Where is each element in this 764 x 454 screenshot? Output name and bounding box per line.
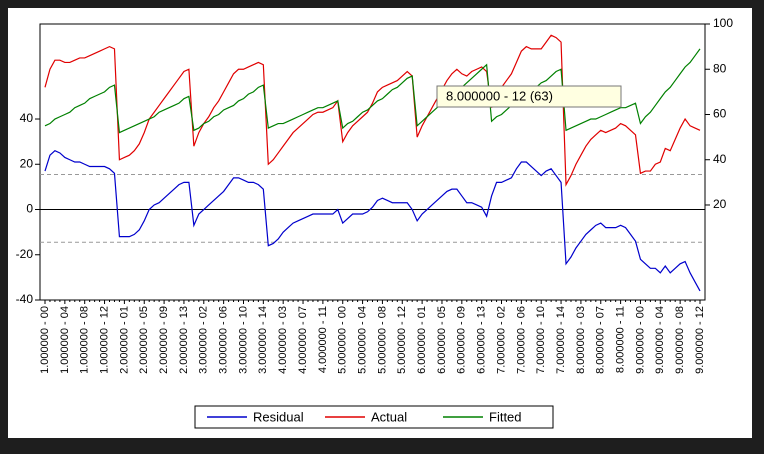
y-tick-label: 40 (20, 111, 34, 125)
x-tick-label: 2.000000 - 01 (118, 306, 130, 374)
x-tick-label: 9.000000 - 00 (634, 306, 646, 374)
x-tick-label: 6.000000 - 05 (436, 306, 448, 374)
series-line (44, 34, 701, 187)
y2-tick-label: 100 (713, 16, 733, 30)
x-tick-label: 9.000000 - 12 (694, 306, 706, 374)
x-tick-label: 7.000000 - 14 (555, 306, 567, 374)
x-tick-label: 4.000000 - 03 (277, 306, 289, 374)
x-tick-label: 5.000000 - 12 (396, 306, 408, 374)
x-tick-label: 1.000000 - 08 (79, 306, 91, 374)
x-tick-label: 7.000000 - 06 (515, 306, 527, 374)
x-tick-label: 1.000000 - 12 (98, 306, 110, 374)
y-tick-label: 20 (20, 156, 34, 170)
y2-tick-label: 60 (713, 107, 727, 121)
x-tick-label: 8.000000 - 11 (615, 306, 627, 373)
x-tick-label: 2.000000 - 13 (178, 306, 190, 374)
x-tick-label: 4.000000 - 07 (297, 306, 309, 374)
x-tick-label: 7.000000 - 10 (535, 306, 547, 374)
x-tick-label: 2.000000 - 05 (138, 306, 150, 374)
y2-tick-label: 80 (713, 61, 727, 75)
legend-label: Actual (371, 409, 407, 424)
tooltip-box (436, 85, 622, 108)
series-line (44, 48, 701, 134)
x-tick-label: 6.000000 - 09 (456, 306, 468, 374)
x-tick-label: 3.000000 - 14 (257, 306, 269, 374)
x-tick-label: 4.000000 - 11 (317, 306, 329, 373)
y2-tick-label: 20 (713, 197, 727, 211)
y-tick-label: 0 (26, 202, 33, 216)
legend-label: Fitted (489, 409, 522, 424)
x-tick-label: 1.000000 - 00 (39, 306, 51, 374)
x-tick-label: 2.000000 - 09 (158, 306, 170, 374)
y-tick-label: -40 (16, 292, 34, 306)
x-tick-label: 5.000000 - 04 (356, 306, 368, 374)
x-tick-label: 3.000000 - 02 (198, 306, 210, 374)
tooltip-text: 8.000000 - 12 (63) (446, 88, 553, 103)
x-tick-label: 9.000000 - 04 (654, 306, 666, 374)
x-tick-label: 1.000000 - 04 (59, 306, 71, 374)
panel (8, 8, 752, 438)
y2-tick-label: 40 (713, 152, 727, 166)
legend-label: Residual (253, 409, 304, 424)
series-line (44, 149, 701, 292)
x-tick-label: 7.000000 - 02 (495, 306, 507, 374)
x-tick-label: 6.000000 - 13 (476, 306, 488, 374)
x-tick-label: 5.000000 - 08 (376, 306, 388, 374)
y-tick-label: -20 (16, 247, 34, 261)
x-tick-label: 3.000000 - 06 (218, 306, 230, 374)
x-tick-label: 8.000000 - 03 (575, 306, 587, 374)
legend-box (194, 405, 554, 429)
x-tick-label: 5.000000 - 00 (337, 306, 349, 374)
x-tick-label: 3.000000 - 10 (237, 306, 249, 374)
x-tick-label: 9.000000 - 08 (674, 306, 686, 374)
x-tick-label: 8.000000 - 07 (595, 306, 607, 374)
x-tick-label: 6.000000 - 01 (416, 306, 428, 374)
